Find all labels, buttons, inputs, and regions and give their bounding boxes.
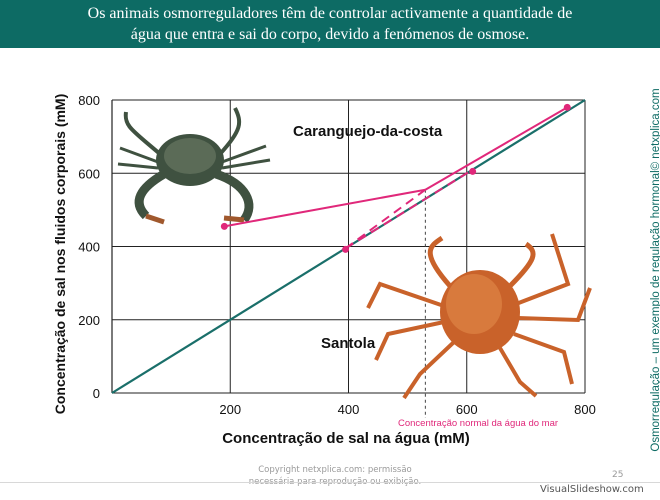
- label-spider-crab: Santola: [321, 335, 376, 352]
- slide-header: Os animais osmorreguladores têm de contr…: [0, 0, 660, 48]
- series-line-shore-crab: [424, 106, 568, 191]
- y-tick-label: 0: [93, 386, 100, 401]
- label-shore-crab: Caranguejo-da-costa: [293, 123, 443, 140]
- header-line-2: água que entra e sai do corpo, devido a …: [130, 26, 530, 43]
- y-tick-label: 800: [78, 93, 100, 108]
- x-tick-label: 600: [456, 402, 478, 417]
- copyright-line-1: Copyright netxplica.com: permissão: [258, 465, 412, 475]
- series: [111, 99, 586, 394]
- data-point: [342, 245, 350, 253]
- x-axis-title: Concentração de sal na água (mM): [222, 430, 470, 447]
- shore-crab-image: [117, 107, 271, 225]
- x-tick-label: 400: [338, 402, 360, 417]
- y-tick-label: 600: [78, 166, 100, 181]
- spider-crab-image: [366, 233, 592, 400]
- copyright-notice: Copyright netxplica.com: permissão neces…: [200, 464, 470, 488]
- y-axis-title: Concentração de sal nos fluidos corporai…: [52, 94, 68, 415]
- series-line-shore-crab: [224, 188, 426, 228]
- watermark: VisualSlideshow.com: [540, 484, 644, 495]
- x-tick-label: 800: [574, 402, 596, 417]
- series-line-shore-crab: [344, 188, 426, 250]
- series-line-shore-crab: [345, 168, 474, 250]
- y-tick-label: 200: [78, 313, 100, 328]
- footer-divider: [0, 482, 660, 483]
- data-point: [220, 222, 228, 230]
- data-point: [469, 167, 477, 175]
- header-line-1: Os animais osmorreguladores têm de contr…: [87, 5, 573, 22]
- data-point: [563, 103, 571, 111]
- y-tick-label: 400: [78, 240, 100, 255]
- page-number: 25: [612, 470, 624, 480]
- x-tick-label: 200: [219, 402, 241, 417]
- ticks: 200 400 600 800 0 200 400 600 800: [78, 93, 596, 417]
- label-reference: Concentração normal da água do mar: [398, 418, 558, 429]
